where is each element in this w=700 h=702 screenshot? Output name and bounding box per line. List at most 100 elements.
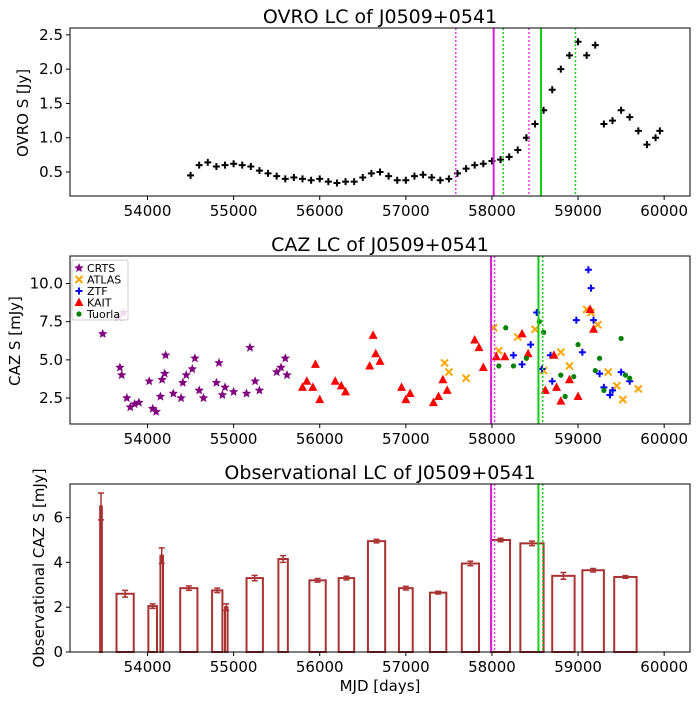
ovro-series-ovro: [187, 38, 664, 187]
observational-ytick-label-1: 2: [53, 598, 63, 616]
ovro-ovro-point-34: [479, 160, 487, 168]
ovro-ovro-point-1: [195, 161, 203, 169]
caz-ztf-point-11: [590, 316, 598, 324]
ovro-xtick-label-2: 56000: [296, 202, 344, 220]
observational-ytick-label-2: 4: [53, 553, 63, 571]
observational-xtick-label-4: 58000: [468, 658, 516, 676]
caz-tuorla-point-15: [627, 375, 633, 381]
observational-bar-12: [397, 587, 414, 653]
caz-crts-point-14: [160, 368, 170, 378]
caz-tuorla-point-12: [601, 387, 607, 393]
caz-kait-point-30: [564, 374, 574, 384]
ovro-ovro-point-32: [462, 165, 470, 173]
observational-bar-14: [460, 562, 481, 654]
ovro-plot-frame: [69, 27, 691, 197]
caz-plot-frame: [69, 255, 691, 425]
caz-tuorla-point-6: [558, 372, 564, 378]
observational-bar-3: [159, 554, 165, 653]
legend-atlas-label: ATLAS: [87, 274, 121, 287]
ovro-ovro-point-16: [324, 178, 332, 186]
caz-xtick-label-4: 58000: [468, 430, 516, 448]
caz-kait-point-2: [308, 382, 318, 391]
observational-ytick-label-3: 6: [53, 509, 63, 527]
ovro-ovro-point-49: [609, 117, 616, 125]
caz-kait-point-28: [552, 382, 562, 391]
observational-errorbar-9: [314, 577, 321, 583]
caz-kait-point-24: [517, 328, 527, 338]
ovro-ovro-point-2: [204, 158, 212, 166]
caz-kait-point-6: [336, 380, 346, 390]
caz-crts-point-31: [250, 376, 260, 386]
caz-crts-point-13: [157, 374, 167, 384]
caz-kait-point-10: [371, 348, 381, 358]
caz-tuorla-point-10: [592, 367, 598, 374]
caz-kait-point-4: [315, 394, 325, 404]
ovro-ovro-point-54: [652, 134, 660, 142]
caz-crts-point-19: [181, 370, 191, 380]
caz-panel: CAZ LC of J0509+0541 CAZ S [mJy] 2.5 5.0 7…: [6, 234, 691, 448]
caz-ztf-point-4: [538, 365, 546, 373]
caz-tuorla-point-1: [503, 325, 509, 331]
ovro-ovro-point-28: [428, 173, 436, 181]
ovro-ovro-point-46: [583, 51, 591, 59]
ovro-ovro-point-52: [634, 127, 642, 135]
ovro-ovro-point-43: [557, 65, 565, 73]
caz-tuorla-point-7: [562, 393, 568, 400]
observational-bar-11: [366, 540, 387, 653]
observational-bar-19: [613, 575, 638, 654]
caz-crts-point-24: [211, 377, 222, 387]
ovro-ovro-point-20: [359, 173, 367, 181]
caz-kait-point-17: [438, 374, 448, 384]
caz-crts-point-22: [194, 385, 204, 395]
observational-bar-18: [581, 569, 605, 653]
ovro-ovro-point-8: [255, 167, 263, 175]
ovro-ovro-point-50: [617, 106, 625, 114]
observational-y-label: Observational CAZ S [mJy]: [30, 468, 48, 667]
observational-bar-9: [308, 579, 327, 654]
observational-errorbar-6: [223, 603, 230, 612]
observational-errorbar-17: [560, 571, 567, 580]
caz-crts-point-25: [214, 357, 224, 367]
caz-kait-point-19: [470, 335, 480, 344]
ovro-ovro-point-3: [212, 163, 220, 171]
ovro-ovro-point-9: [264, 169, 272, 177]
ovro-ovro-point-33: [471, 161, 479, 169]
caz-kait-point-29: [556, 396, 566, 405]
caz-crts-point-17: [176, 393, 186, 403]
caz-kait-point-12: [397, 382, 407, 391]
caz-ztf-point-1: [518, 360, 526, 368]
caz-xtick-label-1: 55000: [210, 430, 258, 448]
caz-crts-point-0: [98, 328, 108, 338]
observational-bar-0: [99, 505, 103, 653]
caz-atlas-point-16: [634, 384, 643, 394]
ovro-ovro-point-18: [342, 178, 350, 186]
caz-ytick-label-0: 2.5: [39, 389, 63, 407]
caz-kait-point-3: [310, 359, 320, 368]
caz-crts-point-9: [144, 376, 154, 386]
ovro-ovro-point-17: [333, 179, 341, 187]
caz-kait-point-16: [434, 391, 444, 401]
caz-kait-point-18: [442, 385, 452, 394]
caz-tuorla-point-2: [510, 363, 517, 369]
ovro-title: OVRO LC of J0509+0541: [263, 6, 497, 28]
ovro-ovro-point-25: [402, 176, 410, 184]
ovro-ovro-point-10: [273, 172, 281, 180]
observational-xtick-label-6: 60000: [640, 658, 688, 676]
observational-bar-6: [224, 606, 229, 654]
caz-kait-point-15: [428, 397, 438, 407]
observational-xtick-label-3: 57000: [382, 658, 430, 676]
observational-errorbar-11: [373, 538, 380, 544]
observational-ytick-label-0: 0: [53, 643, 63, 661]
observational-errorbar-18: [590, 567, 597, 573]
caz-atlas-point-14: [612, 381, 622, 391]
caz-xtick-label-6: 60000: [640, 430, 688, 448]
caz-ztf-point-15: [609, 386, 616, 394]
caz-kait-point-8: [365, 360, 375, 370]
ovro-ytick-label-3: 2.0: [39, 60, 63, 78]
caz-tuorla-point-8: [571, 374, 577, 380]
caz-atlas-point-0: [440, 358, 449, 368]
caz-tuorla-point-14: [622, 372, 629, 378]
observational-xtick-label-2: 56000: [296, 658, 344, 676]
caz-atlas-point-9: [565, 361, 574, 371]
